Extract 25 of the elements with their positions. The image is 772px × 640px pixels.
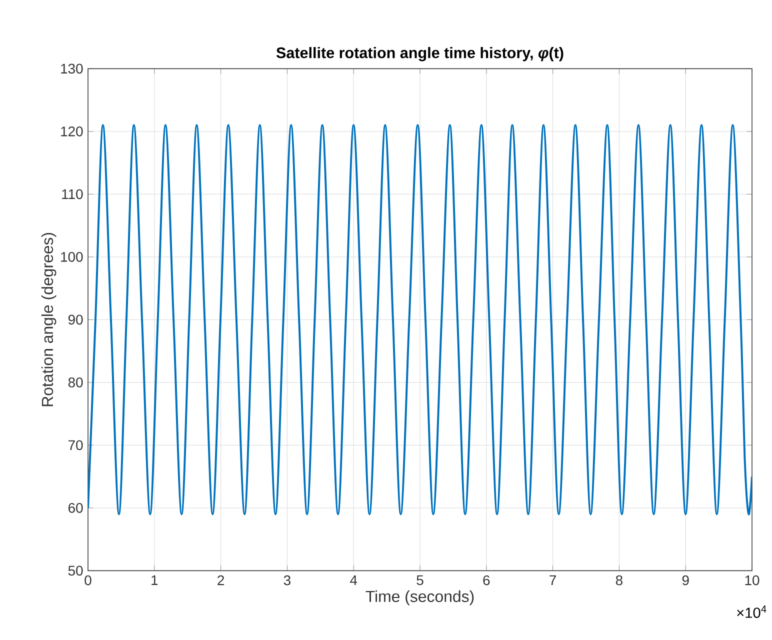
- x-axis-title: Time (seconds): [366, 590, 474, 606]
- y-tick-label: 50: [68, 566, 83, 576]
- x-tick-label: 8: [616, 575, 622, 586]
- x-tick-label: 3: [284, 575, 290, 586]
- x-tick-label: 0: [84, 575, 92, 586]
- y-tick-label: 90: [68, 314, 83, 325]
- y-tick-label: 110: [62, 189, 83, 200]
- line-series: [88, 124, 752, 516]
- x-tick-label: 2: [218, 575, 224, 586]
- x-tick-label: 4: [350, 575, 358, 585]
- chart-title: Satellite rotation angle time history, φ(t): [276, 47, 564, 62]
- x-tick-label: 1: [152, 575, 158, 585]
- x-tick-label: 5: [416, 575, 424, 586]
- y-tick-label: 70: [68, 440, 83, 450]
- y-axis-title: Rotation angle (degrees): [41, 232, 56, 406]
- y-tick-label: 60: [68, 502, 83, 513]
- x-tick-label: 10: [745, 575, 760, 586]
- y-tick-label: 120: [61, 126, 83, 136]
- x-tick-label: 7: [550, 575, 556, 585]
- y-tick-label: 100: [61, 252, 83, 262]
- y-tick-label: 130: [61, 64, 83, 74]
- y-tick-label: 80: [68, 377, 83, 388]
- x-tick-label: 6: [483, 575, 490, 586]
- x-tick-label: 9: [682, 575, 689, 586]
- text: ×10$^{4}$: [737, 605, 766, 618]
